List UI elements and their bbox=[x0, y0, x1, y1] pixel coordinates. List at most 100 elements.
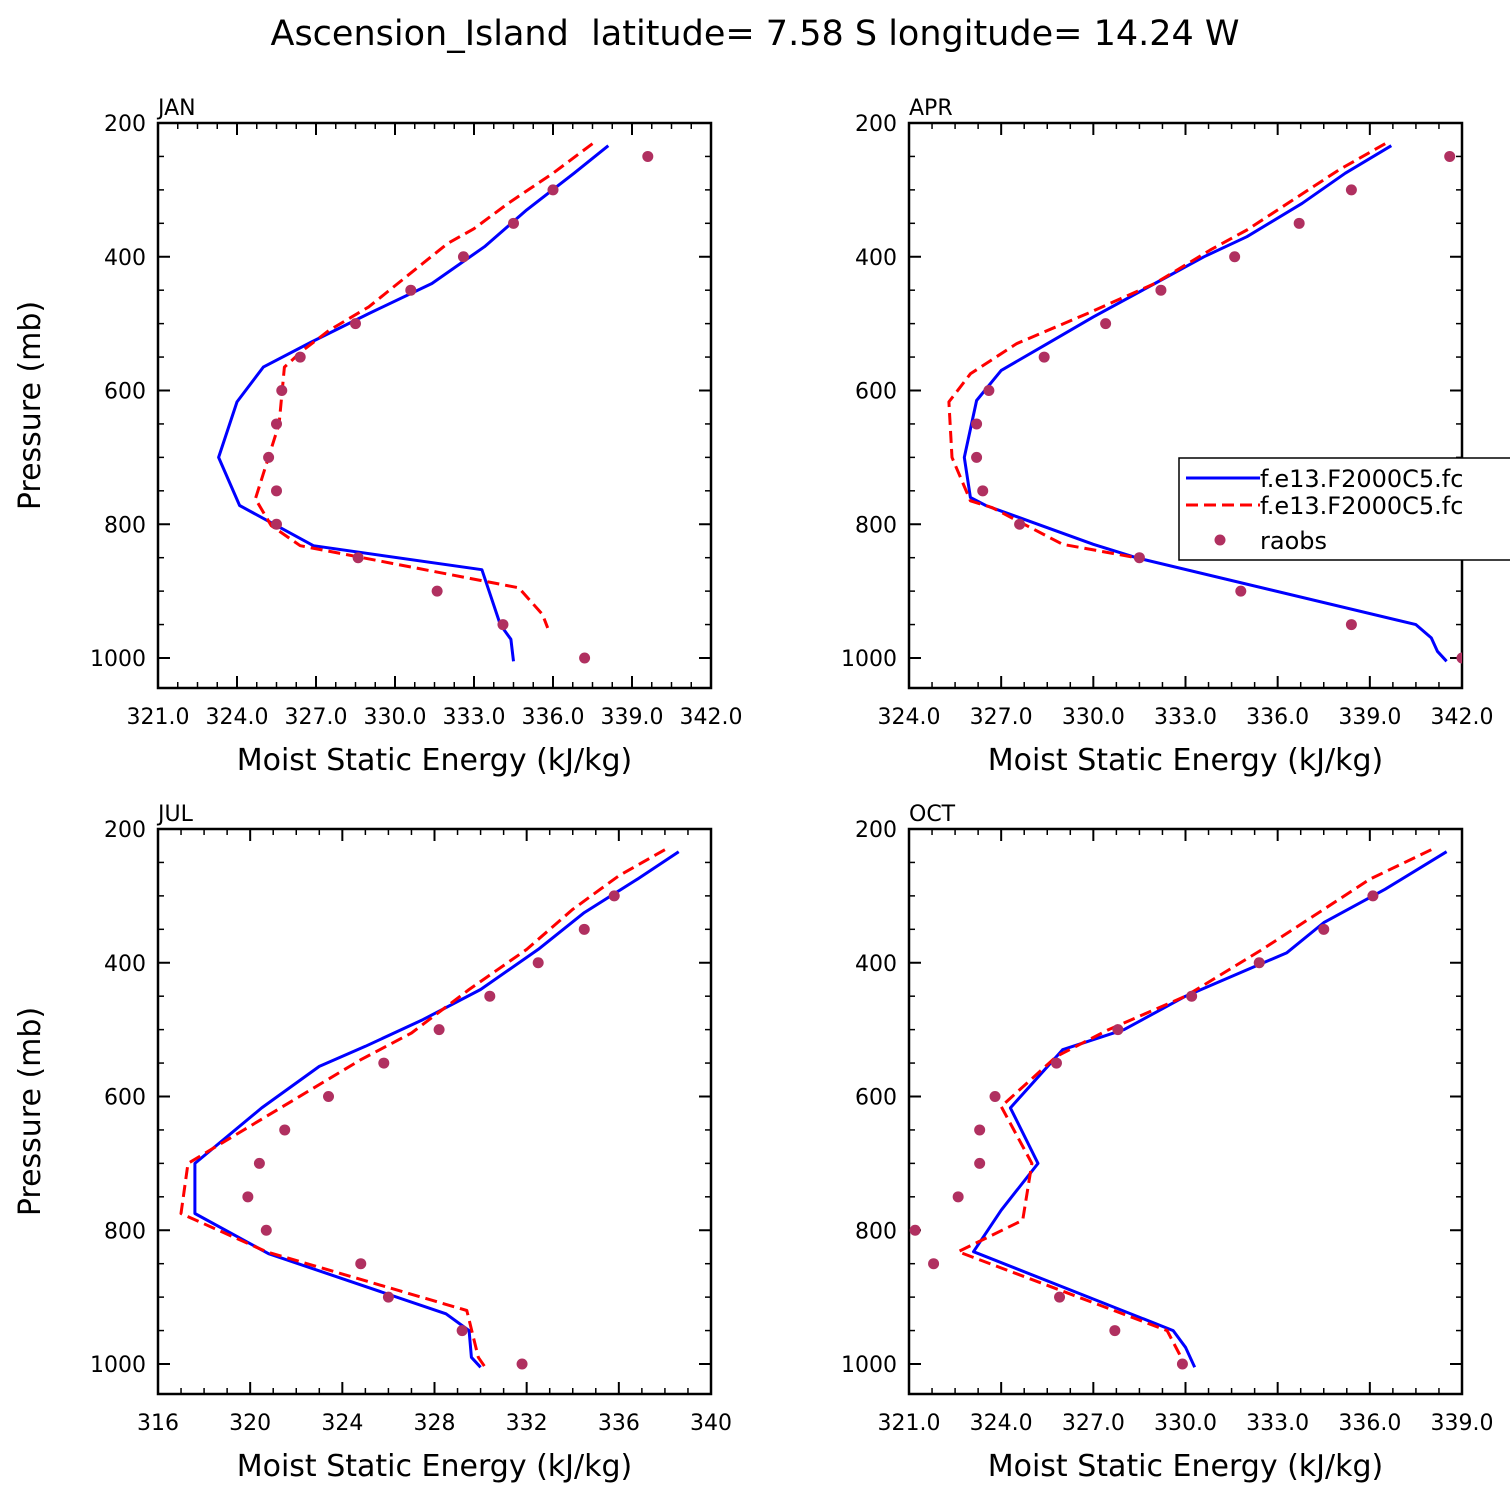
model-line-dashed bbox=[179, 848, 666, 1369]
raobs-point bbox=[508, 217, 519, 229]
raobs-point bbox=[1186, 990, 1198, 1002]
y-tick-label: 400 bbox=[855, 246, 897, 271]
y-tick-label: 600 bbox=[104, 1086, 146, 1111]
x-tick-label: 316 bbox=[137, 1411, 179, 1436]
raobs-point bbox=[516, 1358, 528, 1370]
raobs-point bbox=[971, 451, 983, 463]
y-tick-label: 800 bbox=[104, 513, 146, 538]
raobs-point bbox=[1456, 652, 1462, 664]
raobs-point bbox=[1155, 284, 1167, 296]
x-tick-label: 324 bbox=[321, 1411, 363, 1436]
model-line-solid bbox=[217, 144, 610, 662]
raobs-point bbox=[1112, 1024, 1124, 1036]
raobs-point bbox=[1444, 150, 1456, 162]
series-group bbox=[909, 848, 1448, 1370]
raobs-point bbox=[1229, 251, 1241, 263]
y-axis-label: Pressure (mb) bbox=[13, 301, 48, 510]
y-tick-label: 200 bbox=[104, 818, 146, 843]
raobs-point bbox=[977, 485, 989, 497]
raobs-point bbox=[952, 1191, 964, 1203]
raobs-point bbox=[323, 1091, 335, 1102]
x-tick-label: 336.0 bbox=[1338, 1411, 1401, 1436]
panel-jul: JUL 316 320 324 328 332 336 340 200 400 600 800 1000… bbox=[13, 802, 732, 1484]
x-tick-label: 330.0 bbox=[1062, 705, 1125, 730]
legend: f.e13.F2000C5.fcf.e13.F2000C5.fc raobs bbox=[1178, 457, 1510, 561]
raobs-point bbox=[1038, 351, 1050, 363]
raobs-point bbox=[547, 184, 559, 196]
x-tick-label: 321.0 bbox=[127, 705, 190, 730]
raobs-point bbox=[1318, 923, 1330, 935]
raobs-point bbox=[974, 1157, 986, 1169]
y-tick-label: 600 bbox=[855, 1086, 897, 1111]
raobs-point bbox=[253, 1157, 265, 1169]
legend-label: f.e13.F2000C5.fc bbox=[1260, 465, 1463, 493]
x-tick-label: 339.0 bbox=[601, 705, 664, 730]
y-tick-label: 400 bbox=[855, 952, 897, 977]
y-tick-label: 200 bbox=[855, 112, 897, 137]
panel-label: JAN bbox=[156, 96, 196, 121]
y-tick-label: 1000 bbox=[841, 647, 897, 672]
raobs-point bbox=[579, 652, 591, 664]
series-group bbox=[217, 142, 654, 664]
y-tick-label: 200 bbox=[855, 818, 897, 843]
raobs-point bbox=[294, 351, 306, 363]
raobs-point bbox=[271, 418, 282, 430]
y-tick-label: 400 bbox=[104, 246, 146, 271]
x-tick-label: 333.0 bbox=[443, 705, 506, 730]
x-tick-label: 342.0 bbox=[1431, 705, 1494, 730]
raobs-point bbox=[642, 150, 654, 162]
raobs-point bbox=[405, 284, 417, 296]
plot-frame bbox=[156, 121, 713, 690]
x-tick-label: 336.0 bbox=[522, 705, 585, 730]
legend-marker-raobs bbox=[1214, 534, 1226, 546]
raobs-point bbox=[276, 385, 288, 396]
model-line-dashed bbox=[947, 142, 1386, 560]
raobs-point bbox=[484, 990, 496, 1002]
raobs-point bbox=[1293, 217, 1305, 229]
y-tick-label: 1000 bbox=[90, 647, 146, 672]
panel-label: OCT bbox=[909, 802, 956, 827]
x-tick-label: 333.0 bbox=[1246, 1411, 1309, 1436]
legend-box bbox=[1178, 457, 1510, 561]
model-line-dashed bbox=[253, 142, 594, 629]
plot-frame bbox=[907, 827, 1464, 1396]
raobs-point bbox=[271, 518, 282, 530]
raobs-point bbox=[1100, 318, 1112, 330]
x-tick-label: 336 bbox=[598, 1411, 640, 1436]
y-axis-label: Pressure (mb) bbox=[13, 1007, 48, 1216]
x-tick-label: 320 bbox=[229, 1411, 271, 1436]
x-tick-label: 332 bbox=[506, 1411, 548, 1436]
panel-oct: OCT 321.0 324.0 327.0 330.0 333.0 336.0 339.0 20… bbox=[841, 802, 1493, 1484]
raobs-point bbox=[1235, 585, 1247, 597]
plot-frame bbox=[907, 121, 1464, 690]
raobs-point bbox=[989, 1091, 1001, 1102]
series-group bbox=[179, 848, 680, 1370]
x-tick-label: 330.0 bbox=[1154, 1411, 1217, 1436]
x-tick-label: 339.0 bbox=[1431, 1411, 1494, 1436]
raobs-point bbox=[1345, 184, 1357, 196]
x-tick-label: 327.0 bbox=[970, 705, 1033, 730]
model-line-solid bbox=[962, 144, 1448, 663]
x-axis-label: Moist Static Energy (kJ/kg) bbox=[237, 1449, 633, 1484]
raobs-point bbox=[1109, 1325, 1121, 1337]
raobs-point bbox=[578, 923, 590, 935]
figure-title: Ascension_Island latitude= 7.58 S longit… bbox=[271, 14, 1240, 54]
raobs-point bbox=[456, 1325, 468, 1337]
model-line-solid bbox=[972, 850, 1448, 1368]
raobs-point bbox=[352, 552, 364, 564]
x-tick-label: 324.0 bbox=[970, 1411, 1033, 1436]
x-axis-label: Moist Static Energy (kJ/kg) bbox=[988, 743, 1384, 778]
raobs-point bbox=[1014, 518, 1026, 530]
raobs-point bbox=[431, 585, 443, 597]
raobs-point bbox=[1133, 552, 1145, 564]
raobs-point bbox=[974, 1124, 986, 1136]
raobs-point bbox=[1367, 890, 1379, 902]
panels: JAN 321.0 324.0 327.0 330.0 333.0 336.0 339.0 34… bbox=[13, 96, 1493, 1484]
raobs-point bbox=[608, 890, 620, 902]
x-tick-label: 333.0 bbox=[1154, 705, 1217, 730]
x-tick-label: 328 bbox=[414, 1411, 456, 1436]
x-tick-label: 340 bbox=[690, 1411, 732, 1436]
y-tick-label: 1000 bbox=[841, 1353, 897, 1378]
raobs-point bbox=[350, 318, 361, 330]
model-line-solid bbox=[193, 850, 680, 1369]
